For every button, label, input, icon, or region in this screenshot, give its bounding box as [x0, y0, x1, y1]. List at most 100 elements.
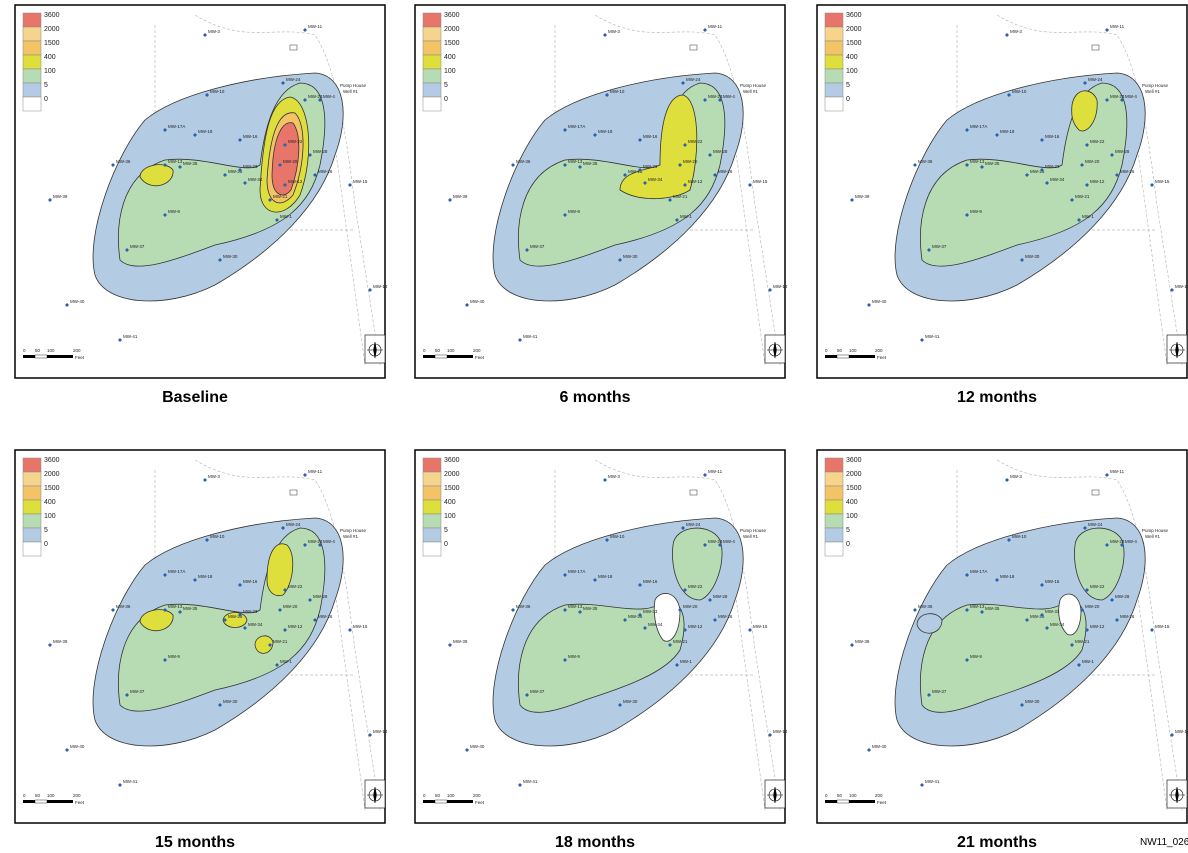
- scale-bar: [435, 800, 447, 803]
- legend-label: 400: [444, 499, 456, 506]
- scale-units: Feet: [75, 355, 85, 360]
- legend-label: 5: [846, 82, 850, 89]
- scale-bar: [825, 355, 875, 358]
- well-label: MW-10: [1012, 534, 1027, 539]
- well-label: MW-34: [648, 622, 663, 627]
- well-label: MW-33: [243, 609, 258, 614]
- well-label: MW-9: [568, 654, 580, 659]
- legend-label: 3600: [846, 12, 862, 19]
- well-label: MW-39: [53, 194, 68, 199]
- scale-units: Feet: [475, 800, 485, 805]
- well-label: MW-17A: [568, 569, 585, 574]
- well-label: MW-18: [198, 574, 213, 579]
- panel-caption: Baseline: [162, 389, 228, 406]
- legend-label: 0: [44, 541, 48, 548]
- legend-label: 1500: [44, 485, 60, 492]
- legend-swatch: [423, 486, 441, 500]
- well-label: MW-12: [288, 624, 303, 629]
- well-label: MW-33: [1045, 164, 1060, 169]
- legend-label: 2000: [444, 26, 460, 33]
- well-label: MW-37: [530, 244, 545, 249]
- legend-swatch: [825, 27, 843, 41]
- well-label: MW-1: [680, 214, 692, 219]
- well-label: MW-10: [210, 89, 225, 94]
- well-label: MW-14: [373, 729, 388, 734]
- well-label: MW-30: [1025, 254, 1040, 259]
- legend-swatch: [423, 458, 441, 472]
- well-label: MW-13: [168, 604, 183, 609]
- well-label: MW-28: [313, 594, 328, 599]
- well-label: MW-37: [130, 689, 145, 694]
- legend-swatch: [23, 27, 41, 41]
- scale-label: 200: [875, 793, 883, 798]
- well-label: MW-21: [673, 639, 688, 644]
- well-label: MW-30: [223, 254, 238, 259]
- scale-units: Feet: [877, 800, 887, 805]
- well-label: MW-30: [623, 699, 638, 704]
- map-panel: 36002000150040010050MW-3MW-11MW-10MW-24M…: [15, 5, 388, 378]
- well-label: MW-4: [1125, 539, 1137, 544]
- legend-label: 3600: [444, 12, 460, 19]
- well-label: MW-39: [53, 639, 68, 644]
- legend-label: 3600: [444, 457, 460, 464]
- well-label: MW-21: [1075, 194, 1090, 199]
- well-label: MW-40: [70, 299, 85, 304]
- well-label: MW-23: [308, 94, 323, 99]
- figure: NW11_026 36002000150040010050MW-3MW-11MW…: [0, 0, 1188, 853]
- well-label: MW-40: [872, 744, 887, 749]
- legend-label: 2000: [44, 26, 60, 33]
- well-label: MW-40: [872, 299, 887, 304]
- legend-label: 2000: [846, 26, 862, 33]
- well-label: MW-16: [1045, 134, 1060, 139]
- legend-label: 100: [444, 513, 456, 520]
- legend-swatch: [23, 41, 41, 55]
- well-label: MW-17A: [168, 124, 185, 129]
- well-label: MW-17A: [168, 569, 185, 574]
- well-label: MW-12: [688, 179, 703, 184]
- well-label: MW-34: [1050, 177, 1065, 182]
- well-label: MW-18: [1000, 574, 1015, 579]
- well-label: MW-17A: [970, 569, 987, 574]
- scale-label: 50: [837, 348, 843, 353]
- well-label: MW-22: [1090, 139, 1105, 144]
- legend-swatch: [825, 458, 843, 472]
- well-label: MW-22: [288, 584, 303, 589]
- well-label: MW-24: [686, 77, 701, 82]
- legend-swatch: [423, 27, 441, 41]
- well-label: MW-28: [1115, 594, 1130, 599]
- well-label: MW-4: [723, 539, 735, 544]
- legend-swatch: [825, 472, 843, 486]
- well-label: MW-21: [273, 639, 288, 644]
- well-label: MW-40: [470, 299, 485, 304]
- well-label: MW-4: [1125, 94, 1137, 99]
- well-label: MW-35: [985, 606, 1000, 611]
- legend-label: 2000: [44, 471, 60, 478]
- well-label: MW-16: [643, 134, 658, 139]
- map-label: Well #1: [343, 89, 358, 94]
- map-label: Well #1: [343, 534, 358, 539]
- scale-bar: [825, 800, 875, 803]
- scale-units: Feet: [877, 355, 887, 360]
- legend-swatch: [423, 500, 441, 514]
- legend-swatch: [423, 13, 441, 27]
- legend-label: 100: [846, 513, 858, 520]
- well-label: MW-3: [1010, 29, 1022, 34]
- map-label: Well #1: [743, 534, 758, 539]
- legend-label: 3600: [44, 12, 60, 19]
- well-label: MW-20: [1085, 159, 1100, 164]
- well-label: MW-16: [243, 134, 258, 139]
- map-panel: 36002000150040010050MW-3MW-11MW-10MW-24M…: [817, 450, 1188, 823]
- legend-swatch: [423, 542, 441, 556]
- map-panel: 36002000150040010050MW-3MW-11MW-10MW-24M…: [15, 450, 388, 823]
- well-label: MW-3: [208, 474, 220, 479]
- well-label: MW-13: [568, 604, 583, 609]
- well-label: MW-37: [932, 689, 947, 694]
- legend-label: 100: [444, 68, 456, 75]
- well-label: MW-14: [773, 729, 788, 734]
- well-label: MW-40: [470, 744, 485, 749]
- legend-label: 2000: [846, 471, 862, 478]
- scale-label: 50: [435, 348, 441, 353]
- well-label: MW-41: [523, 334, 538, 339]
- legend-label: 100: [44, 68, 56, 75]
- well-label: MW-41: [123, 779, 138, 784]
